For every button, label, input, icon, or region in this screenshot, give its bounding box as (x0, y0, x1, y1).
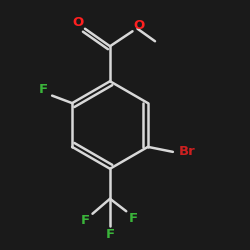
Text: Br: Br (178, 146, 195, 158)
Text: O: O (134, 19, 145, 32)
Text: F: F (106, 228, 114, 241)
Text: F: F (81, 214, 90, 227)
Text: O: O (72, 16, 84, 29)
Text: F: F (39, 83, 48, 96)
Text: F: F (129, 212, 138, 225)
